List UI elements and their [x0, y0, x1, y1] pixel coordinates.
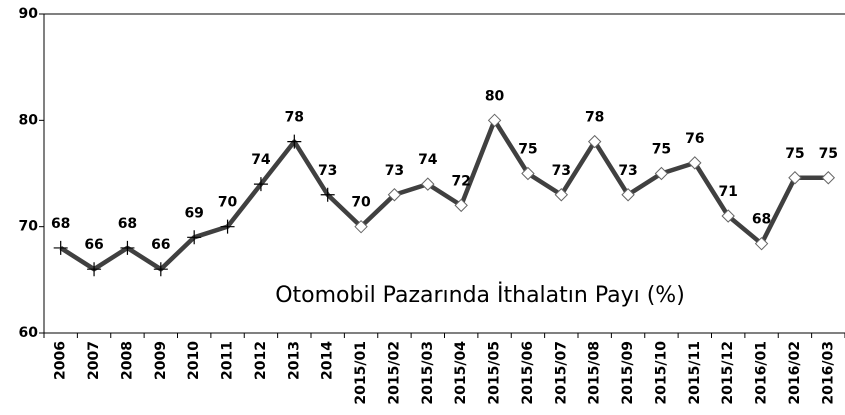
- point-marker: [354, 219, 368, 234]
- point-marker: [421, 177, 435, 191]
- point-marker: [521, 166, 535, 181]
- data-label: 74: [418, 152, 438, 168]
- data-label: 73: [385, 163, 404, 179]
- data-label: 68: [752, 212, 771, 228]
- x-tick-label: 2015/02: [386, 341, 402, 405]
- data-label: 78: [585, 110, 604, 126]
- x-tick-label: 2008: [119, 341, 135, 380]
- x-tick-label: 2009: [153, 341, 169, 380]
- x-tick-label: 2016/01: [754, 341, 770, 405]
- x-tick-label: 2015/10: [653, 341, 669, 405]
- x-tick-label: 2016/02: [787, 341, 803, 405]
- y-tick-label: 70: [19, 219, 39, 235]
- data-label: 74: [251, 152, 271, 168]
- x-tick-label: 2012: [253, 341, 269, 380]
- point-marker: [754, 236, 769, 251]
- data-label: 73: [618, 163, 637, 179]
- data-label: 72: [451, 173, 470, 189]
- y-tick-label: 80: [19, 112, 39, 128]
- x-tick-label: 2015/09: [620, 341, 636, 405]
- data-label: 80: [485, 88, 505, 104]
- point-marker: [320, 187, 335, 202]
- y-tick-label: 90: [19, 6, 39, 22]
- x-tick-label: 2007: [86, 341, 102, 380]
- x-tick-label: 2015/12: [720, 341, 736, 405]
- point-marker: [53, 240, 68, 255]
- point-marker: [187, 230, 202, 245]
- data-label: 73: [552, 163, 571, 179]
- x-tick-label: 2015/05: [487, 341, 503, 405]
- point-marker: [821, 171, 836, 185]
- data-label: 75: [652, 142, 671, 158]
- point-marker: [287, 134, 302, 149]
- data-label: 69: [184, 205, 203, 221]
- data-label: 76: [685, 131, 704, 147]
- data-label: 75: [785, 146, 804, 162]
- point-marker: [487, 113, 502, 128]
- x-tick-label: 2015/01: [353, 341, 369, 405]
- point-marker: [454, 198, 468, 213]
- series-line: [59, 118, 829, 272]
- point-marker: [220, 219, 235, 234]
- point-marker: [253, 177, 268, 192]
- point-marker: [153, 262, 168, 277]
- x-tick-label: 2006: [53, 341, 69, 380]
- x-tick-label: 2013: [286, 341, 302, 380]
- data-label: 68: [51, 216, 70, 232]
- point-marker: [721, 209, 735, 223]
- x-tick-label: 2014: [320, 341, 336, 380]
- x-tick-label: 2015/03: [420, 341, 436, 405]
- x-tick-label: 2015/04: [453, 341, 469, 405]
- point-marker: [87, 262, 102, 277]
- data-label: 66: [84, 237, 103, 253]
- point-marker: [554, 188, 569, 202]
- x-tick-label: 2016/03: [820, 341, 836, 405]
- point-marker: [387, 188, 402, 202]
- point-marker: [587, 134, 602, 149]
- x-tick-label: 2015/08: [587, 341, 603, 405]
- data-label: 68: [118, 216, 137, 232]
- data-label: 70: [218, 195, 238, 211]
- data-label: 78: [285, 110, 304, 126]
- x-tick-label: 2010: [186, 341, 202, 380]
- data-label: 75: [518, 142, 537, 158]
- point-marker: [654, 166, 669, 181]
- data-label: 73: [318, 163, 337, 179]
- x-tick-label: 2015/11: [687, 341, 703, 405]
- data-label: 75: [819, 146, 838, 162]
- x-tick-label: 2015/06: [520, 341, 536, 405]
- point-marker: [788, 171, 802, 185]
- data-label: 71: [718, 184, 737, 200]
- data-label: 70: [351, 195, 371, 211]
- x-tick-label: 2011: [220, 341, 236, 380]
- data-label: 66: [151, 237, 170, 253]
- point-marker: [120, 240, 135, 255]
- chart-title: Otomobil Pazarında İthalatın Payı (%): [275, 282, 685, 308]
- point-marker: [621, 188, 635, 202]
- x-tick-label: 2015/07: [553, 341, 569, 405]
- y-tick-label: 60: [19, 325, 39, 341]
- point-marker: [688, 156, 702, 170]
